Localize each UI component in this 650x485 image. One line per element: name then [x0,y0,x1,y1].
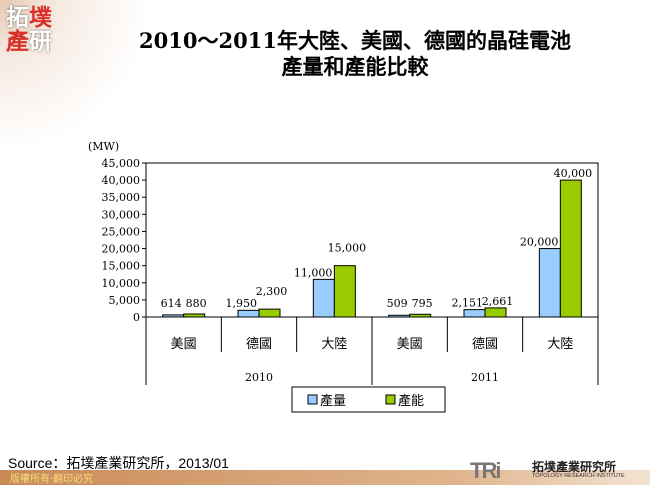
footer-bar: 版權所有‧翻印必究 [0,470,650,485]
category-label: 德國 [472,337,498,352]
bar-產量 [538,248,561,318]
y-tick-label: 10,000 [102,277,141,290]
bar-產量 [162,314,185,318]
bar-產量 [312,278,335,318]
tri-name-cn: 拓墣產業研究所 [532,460,617,474]
data-label: 2,661 [482,295,514,308]
y-tick-label: 30,000 [102,208,141,221]
bar-產量 [463,309,486,318]
category-label: 美國 [171,337,197,352]
source-note: Source：拓墣產業研究所，2013/01 [8,455,229,471]
category-label: 美國 [397,337,423,352]
bar-產能 [258,308,281,318]
bar-產能 [559,179,582,318]
group-label: 2011 [471,371,499,384]
category-label: 大陸 [321,336,347,352]
data-label: 614 [161,297,182,310]
data-label: 795 [412,297,433,310]
bar-產能 [333,265,356,318]
tri-name-en: TOPOLOGY RESEARCH INSTITUTE [532,473,625,479]
y-tick-label: 0 [133,311,140,324]
data-label: 40,000 [554,167,593,180]
data-label: 20,000 [520,236,559,249]
legend-label: 產能 [398,393,424,409]
logo: 拓墣 產研 [6,5,52,55]
y-tick-label: 20,000 [102,243,141,256]
y-unit-label: (MW) [88,140,119,153]
data-label: 2,300 [256,285,288,298]
title-line-1: 2010～2011年大陸、美國、德國的晶硅電池 [139,28,571,53]
y-tick-label: 45,000 [102,157,141,170]
bar-產能 [484,307,507,318]
data-label: 509 [387,297,408,310]
data-label: 2,151 [452,297,484,310]
bar-產量 [388,314,411,318]
y-tick-label: 15,000 [102,260,141,273]
y-tick-label: 5,000 [109,294,141,307]
legend-label: 產量 [320,393,346,409]
data-label: 1,950 [226,297,258,310]
data-label: 880 [186,297,207,310]
tri-logo: TRi 拓墣產業研究所 TOPOLOGY RESEARCH INSTITUTE [470,458,625,484]
legend-swatch [307,394,318,405]
bar-產量 [237,309,260,318]
copyright: 版權所有‧翻印必究 [10,474,94,485]
group-label: 2010 [245,371,273,384]
data-label: 15,000 [328,242,367,255]
legend-swatch [385,394,396,405]
bar-產能 [183,313,206,318]
tri-logo-mark: TRi [470,458,501,483]
y-tick-label: 35,000 [102,191,141,204]
category-label: 大陸 [547,336,573,352]
page-title: 2010～2011年大陸、美國、德國的晶硅電池 產量和產能比較 [70,28,640,80]
y-tick-label: 25,000 [102,225,141,238]
bar-產能 [409,313,432,318]
category-label: 德國 [246,337,272,352]
y-tick-label: 40,000 [102,174,141,187]
data-label: 11,000 [294,266,333,279]
title-line-2: 產量和產能比較 [281,54,429,79]
